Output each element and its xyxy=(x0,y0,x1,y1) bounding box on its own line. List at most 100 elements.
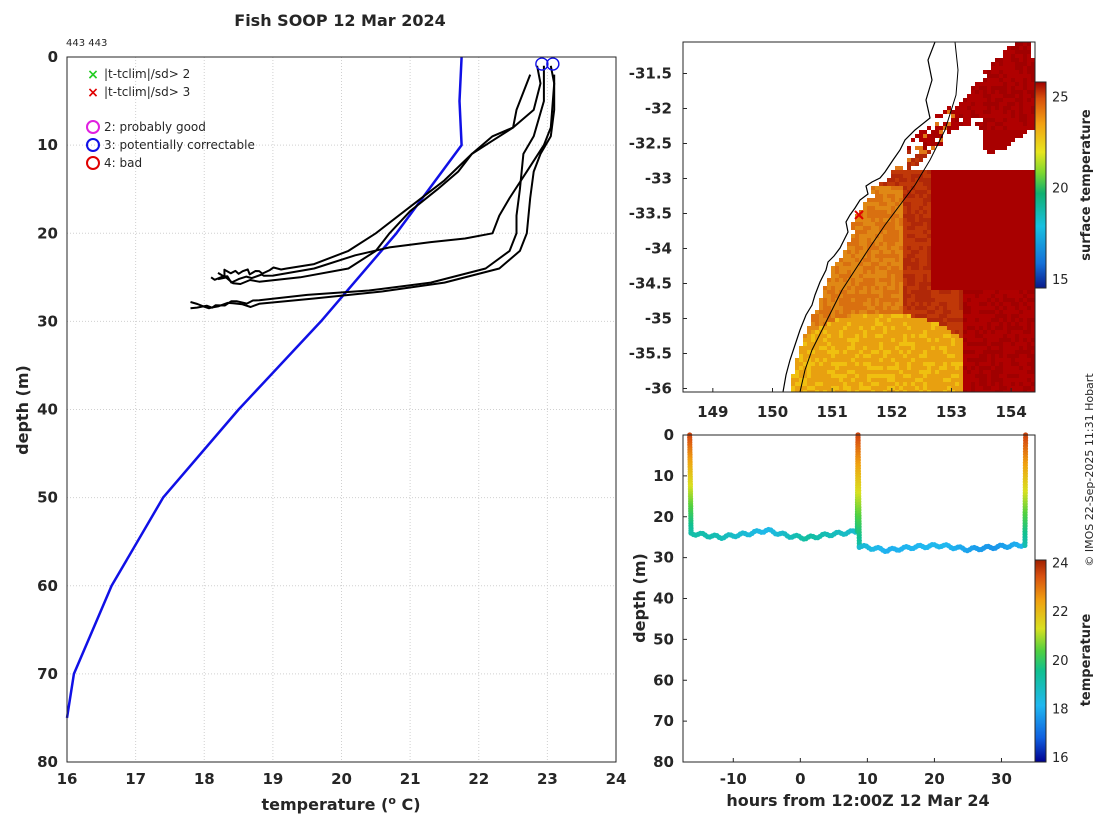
sst-cell xyxy=(907,186,911,190)
sst-cell xyxy=(1015,134,1019,138)
sst-cell xyxy=(859,354,863,358)
sst-cell xyxy=(971,382,975,386)
sst-cell xyxy=(1027,290,1031,294)
sst-cell xyxy=(879,378,883,382)
sst-cell xyxy=(839,302,843,306)
sst-cell xyxy=(995,190,999,194)
sst-cell xyxy=(895,306,899,310)
sst-cell xyxy=(1023,286,1027,290)
sst-cell xyxy=(915,390,919,392)
sst-cell xyxy=(923,314,927,318)
sst-cell xyxy=(919,354,923,358)
sst-cell xyxy=(923,142,927,146)
sst-colorbar xyxy=(1034,81,1047,289)
sst-cell xyxy=(899,218,903,222)
sst-cell xyxy=(971,98,975,102)
sst-cell xyxy=(867,234,871,238)
sst-cell xyxy=(915,186,919,190)
sst-cell xyxy=(807,362,811,366)
sst-cell xyxy=(903,374,907,378)
sst-cell xyxy=(927,286,931,290)
sst-cell xyxy=(891,382,895,386)
sst-cell xyxy=(927,322,931,326)
sst-cell xyxy=(1007,66,1011,70)
sst-cell xyxy=(963,178,967,182)
sst-cell xyxy=(923,290,927,294)
sst-cell xyxy=(1023,262,1027,266)
sst-cell xyxy=(983,122,987,126)
sst-cell xyxy=(903,194,907,198)
sst-cell xyxy=(919,150,923,154)
sst-cell xyxy=(1015,194,1019,198)
sst-cell xyxy=(903,170,907,174)
sst-cell xyxy=(1003,66,1007,70)
sst-cell xyxy=(959,234,963,238)
sst-cell xyxy=(987,170,991,174)
sst-cell xyxy=(995,110,999,114)
sst-cell xyxy=(963,102,967,106)
sst-cell xyxy=(915,382,919,386)
sst-cell xyxy=(819,342,823,346)
sst-cell xyxy=(915,274,919,278)
sst-cell xyxy=(959,102,963,106)
sst-cell xyxy=(847,250,851,254)
sst-cell xyxy=(827,346,831,350)
sst-cell xyxy=(891,354,895,358)
sst-cell xyxy=(1019,202,1023,206)
sst-cell xyxy=(947,298,951,302)
sst-cell xyxy=(963,386,967,390)
sst-cell xyxy=(903,342,907,346)
sst-cell xyxy=(1023,346,1027,350)
sst-cell xyxy=(911,318,915,322)
sst-cell xyxy=(819,302,823,306)
sst-cell xyxy=(895,378,899,382)
sst-cell xyxy=(1019,126,1023,130)
sst-cell xyxy=(899,258,903,262)
sst-cell xyxy=(1003,250,1007,254)
sst-cell xyxy=(1023,94,1027,98)
sst-cell xyxy=(891,186,895,190)
sst-cell xyxy=(931,210,935,214)
sst-cell xyxy=(867,202,871,206)
sst-cell xyxy=(867,386,871,390)
sst-cell xyxy=(819,310,823,314)
sst-cell xyxy=(891,190,895,194)
sst-cell xyxy=(903,362,907,366)
sst-cell xyxy=(807,326,811,330)
sst-cell xyxy=(1019,130,1023,134)
sst-cell xyxy=(1019,198,1023,202)
sst-cell xyxy=(1031,378,1035,382)
sst-cell xyxy=(1007,78,1011,82)
sst-cell xyxy=(1007,238,1011,242)
sst-cell xyxy=(995,86,999,90)
sst-cell xyxy=(895,210,899,214)
sst-cell xyxy=(975,374,979,378)
sst-cell xyxy=(1007,334,1011,338)
sst-cell xyxy=(1011,134,1015,138)
sst-colorbar-label: surface temperature xyxy=(1079,109,1094,261)
sst-cell xyxy=(987,286,991,290)
sst-cell xyxy=(963,362,967,366)
sst-cell xyxy=(939,186,943,190)
sst-cell xyxy=(903,206,907,210)
sst-cell xyxy=(839,354,843,358)
sst-cell xyxy=(919,178,923,182)
sst-cell xyxy=(871,250,875,254)
sst-cell xyxy=(1019,390,1023,392)
sst-cell xyxy=(911,190,915,194)
sst-cell xyxy=(915,258,919,262)
sst-cell xyxy=(987,126,991,130)
sst-cell xyxy=(803,346,807,350)
sst-cell xyxy=(943,266,947,270)
sst-cell xyxy=(855,306,859,310)
sst-cell xyxy=(859,342,863,346)
sst-cell xyxy=(883,358,887,362)
sst-cell xyxy=(971,354,975,358)
sst-cell xyxy=(987,138,991,142)
sst-cell xyxy=(1003,198,1007,202)
sst-cell xyxy=(999,254,1003,258)
sst-cell xyxy=(879,334,883,338)
sst-cell xyxy=(955,254,959,258)
sst-cell xyxy=(983,274,987,278)
sst-cell xyxy=(927,150,931,154)
